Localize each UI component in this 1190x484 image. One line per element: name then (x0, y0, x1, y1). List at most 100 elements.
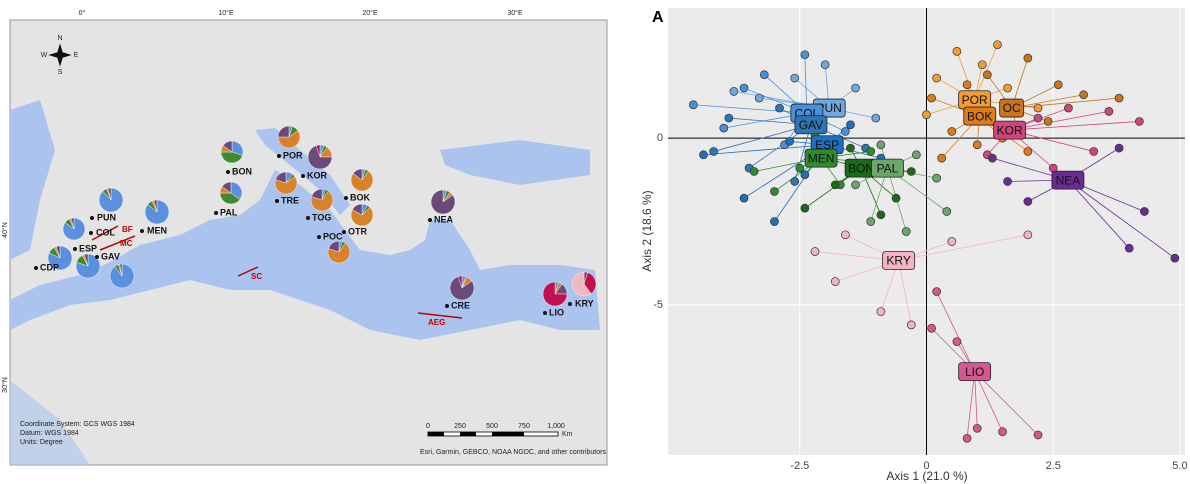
attribution: Esri, Garmin, GEBCO, NOAA NGDC, and othe… (420, 449, 606, 456)
site-dot (277, 154, 281, 158)
front-label: MC (120, 239, 133, 248)
point (872, 114, 880, 122)
site-dot (214, 211, 218, 215)
y-tick-label: -5 (653, 299, 663, 311)
panel-label: A (652, 9, 664, 26)
point (725, 114, 733, 122)
point (1125, 244, 1133, 252)
point (983, 71, 991, 79)
page: N E S W 0° 10°E 20°E 30°E 40°N 30°N Coor… (0, 0, 1190, 484)
point (973, 141, 981, 149)
x-tick-label: -2.5 (790, 460, 809, 472)
point (938, 154, 946, 162)
map-info: Units: Degree (20, 439, 63, 446)
point (953, 338, 961, 346)
point (988, 154, 996, 162)
site-label: NEA (434, 214, 454, 224)
point (801, 51, 809, 59)
point (1024, 147, 1032, 155)
point (770, 217, 778, 225)
point (907, 321, 915, 329)
point (699, 151, 707, 159)
point (1044, 117, 1052, 125)
map-info: Datum: WGS 1984 (20, 430, 79, 437)
point (811, 248, 819, 256)
front-label: AEG (428, 318, 445, 327)
site-label: OTR (348, 226, 367, 236)
point (928, 324, 936, 332)
point (1080, 91, 1088, 99)
centroid-label: LIO (965, 365, 984, 379)
site-label: POC (323, 231, 343, 241)
point (801, 204, 809, 212)
point (973, 424, 981, 432)
point (770, 187, 778, 195)
point (720, 124, 728, 132)
point (852, 181, 860, 189)
point (933, 74, 941, 82)
centroid-label: KRY (886, 254, 910, 268)
centroid-label: KOR (997, 123, 1023, 137)
centroid-label: OC (1003, 101, 1021, 115)
scale-unit: Km (562, 431, 573, 438)
centroid-label: BOK (967, 109, 992, 123)
site-dot (317, 235, 321, 239)
scale-label: 250 (454, 423, 466, 430)
front-label: SC (251, 272, 262, 281)
point (912, 151, 920, 159)
point (730, 87, 738, 95)
site-label: PAL (220, 207, 238, 217)
figure: N E S W 0° 10°E 20°E 30°E 40°N 30°N Coor… (0, 0, 1190, 484)
point (796, 164, 804, 172)
site-dot (140, 229, 144, 233)
graticule-label: 0° (79, 9, 86, 17)
site-dot (226, 170, 230, 174)
site-dot (344, 196, 348, 200)
point (841, 127, 849, 135)
x-tick-label: 0 (923, 460, 929, 472)
centroid-label: GAV (799, 118, 823, 132)
site-label: LIO (549, 307, 564, 317)
centroid-label: POR (962, 93, 988, 107)
point (1171, 254, 1179, 262)
point (831, 181, 839, 189)
site-label: KRY (575, 298, 594, 308)
point (867, 147, 875, 155)
point (740, 194, 748, 202)
point (1064, 104, 1072, 112)
site-dot (95, 255, 99, 259)
point (755, 94, 763, 102)
point (846, 144, 854, 152)
compass-label: E (74, 52, 79, 59)
site-dot (568, 302, 572, 306)
x-tick-label: 5.0 (1172, 460, 1187, 472)
point (948, 238, 956, 246)
point (776, 104, 784, 112)
compass-label: W (41, 52, 48, 59)
point (877, 211, 885, 219)
point (933, 174, 941, 182)
point (1024, 197, 1032, 205)
graticule-label: 30°N (1, 377, 9, 393)
graticule-label: 10°E (218, 9, 234, 17)
point (892, 194, 900, 202)
point (852, 84, 860, 92)
y-tick-label: 0 (657, 132, 663, 144)
graticule-label: 40°N (1, 222, 9, 238)
point (841, 231, 849, 239)
site-label: MEN (147, 225, 167, 235)
graticule-label: 20°E (362, 9, 378, 17)
point (760, 71, 768, 79)
site-dot (275, 199, 279, 203)
point (923, 111, 931, 119)
scale-label: 750 (518, 423, 530, 430)
point (933, 288, 941, 296)
site-dot (543, 311, 547, 315)
site-label: TOG (312, 212, 331, 222)
point (953, 47, 961, 55)
point (831, 278, 839, 286)
y-axis-title: Axis 2 (18.6 %) (640, 190, 654, 271)
point (1090, 147, 1098, 155)
point (902, 228, 910, 236)
site-label: ESP (79, 243, 97, 253)
